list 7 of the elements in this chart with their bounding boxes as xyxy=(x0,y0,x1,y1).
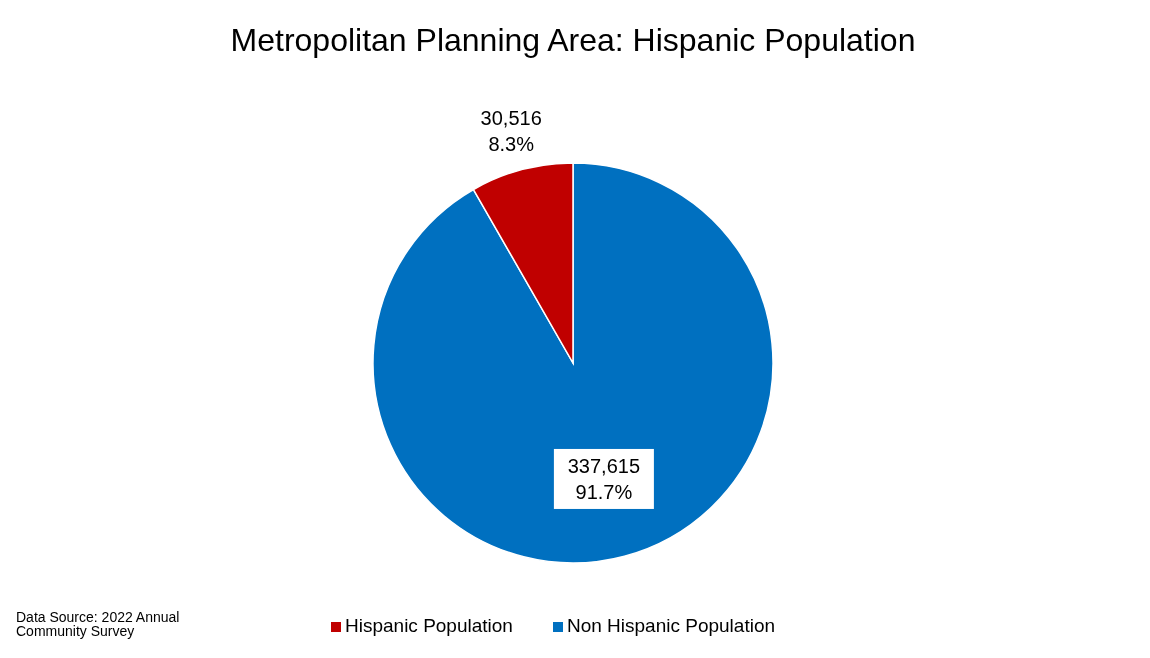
data-label: 337,615 91.7% xyxy=(567,454,641,503)
legend-label: Non Hispanic Population xyxy=(566,615,776,636)
source-note: Data Source: 2022 Annual Community Survey xyxy=(16,609,181,639)
chart-title: Metropolitan Planning Area: Hispanic Population xyxy=(229,21,917,60)
pie-slice xyxy=(372,162,774,564)
legend-label: Hispanic Population xyxy=(344,615,513,636)
data-label: 30,516 8.3% xyxy=(480,107,542,156)
